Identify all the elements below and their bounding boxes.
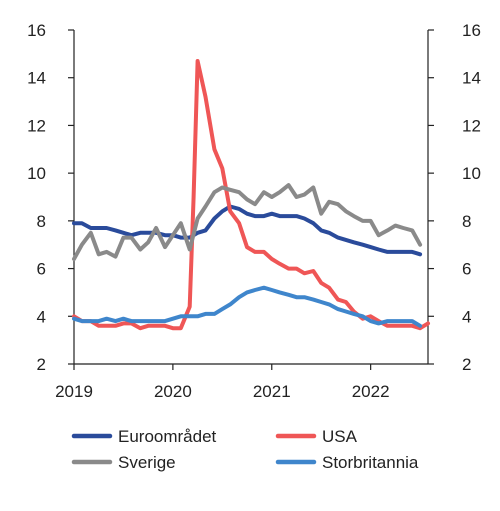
series-lines [72, 59, 430, 331]
x-tick-label: 2020 [154, 382, 192, 401]
y-tick-label-left: 12 [27, 116, 46, 135]
legend-label-storbritannia: Storbritannia [322, 453, 419, 472]
legend-label-sverige: Sverige [118, 453, 176, 472]
legend-label-usa: USA [322, 427, 358, 446]
y-tick-label-left: 2 [37, 355, 46, 374]
axes: 2 2 4 4 6 6 8 8 10 10 12 12 14 14 16 16 2019 2020 2021 2022 [27, 21, 481, 401]
y-tick-label-right: 10 [462, 164, 481, 183]
y-tick-label-right: 6 [462, 260, 471, 279]
legend: Euroområdet USA Sverige Storbritannia [71, 427, 419, 472]
y-tick-label-right: 2 [462, 355, 471, 374]
series-line-storbritannia [72, 285, 423, 328]
legend-label-euroomr-det: Euroområdet [118, 427, 217, 446]
y-tick-label-left: 16 [27, 21, 46, 40]
y-tick-label-left: 14 [27, 69, 46, 88]
y-tick-label-right: 4 [462, 307, 471, 326]
x-tick-label: 2019 [55, 382, 93, 401]
y-tick-label-right: 8 [462, 212, 471, 231]
y-tick-label-right: 12 [462, 116, 481, 135]
x-tick-label: 2021 [253, 382, 291, 401]
y-tick-label-left: 8 [37, 212, 46, 231]
y-tick-label-right: 16 [462, 21, 481, 40]
y-tick-label-left: 4 [37, 307, 46, 326]
series-line-usa [72, 59, 430, 331]
series-line-sverige [72, 183, 423, 261]
y-tick-label-right: 14 [462, 69, 481, 88]
x-tick-label: 2022 [352, 382, 390, 401]
series-line-euroomr-det [72, 204, 423, 257]
y-tick-label-left: 10 [27, 164, 46, 183]
y-tick-label-left: 6 [37, 260, 46, 279]
